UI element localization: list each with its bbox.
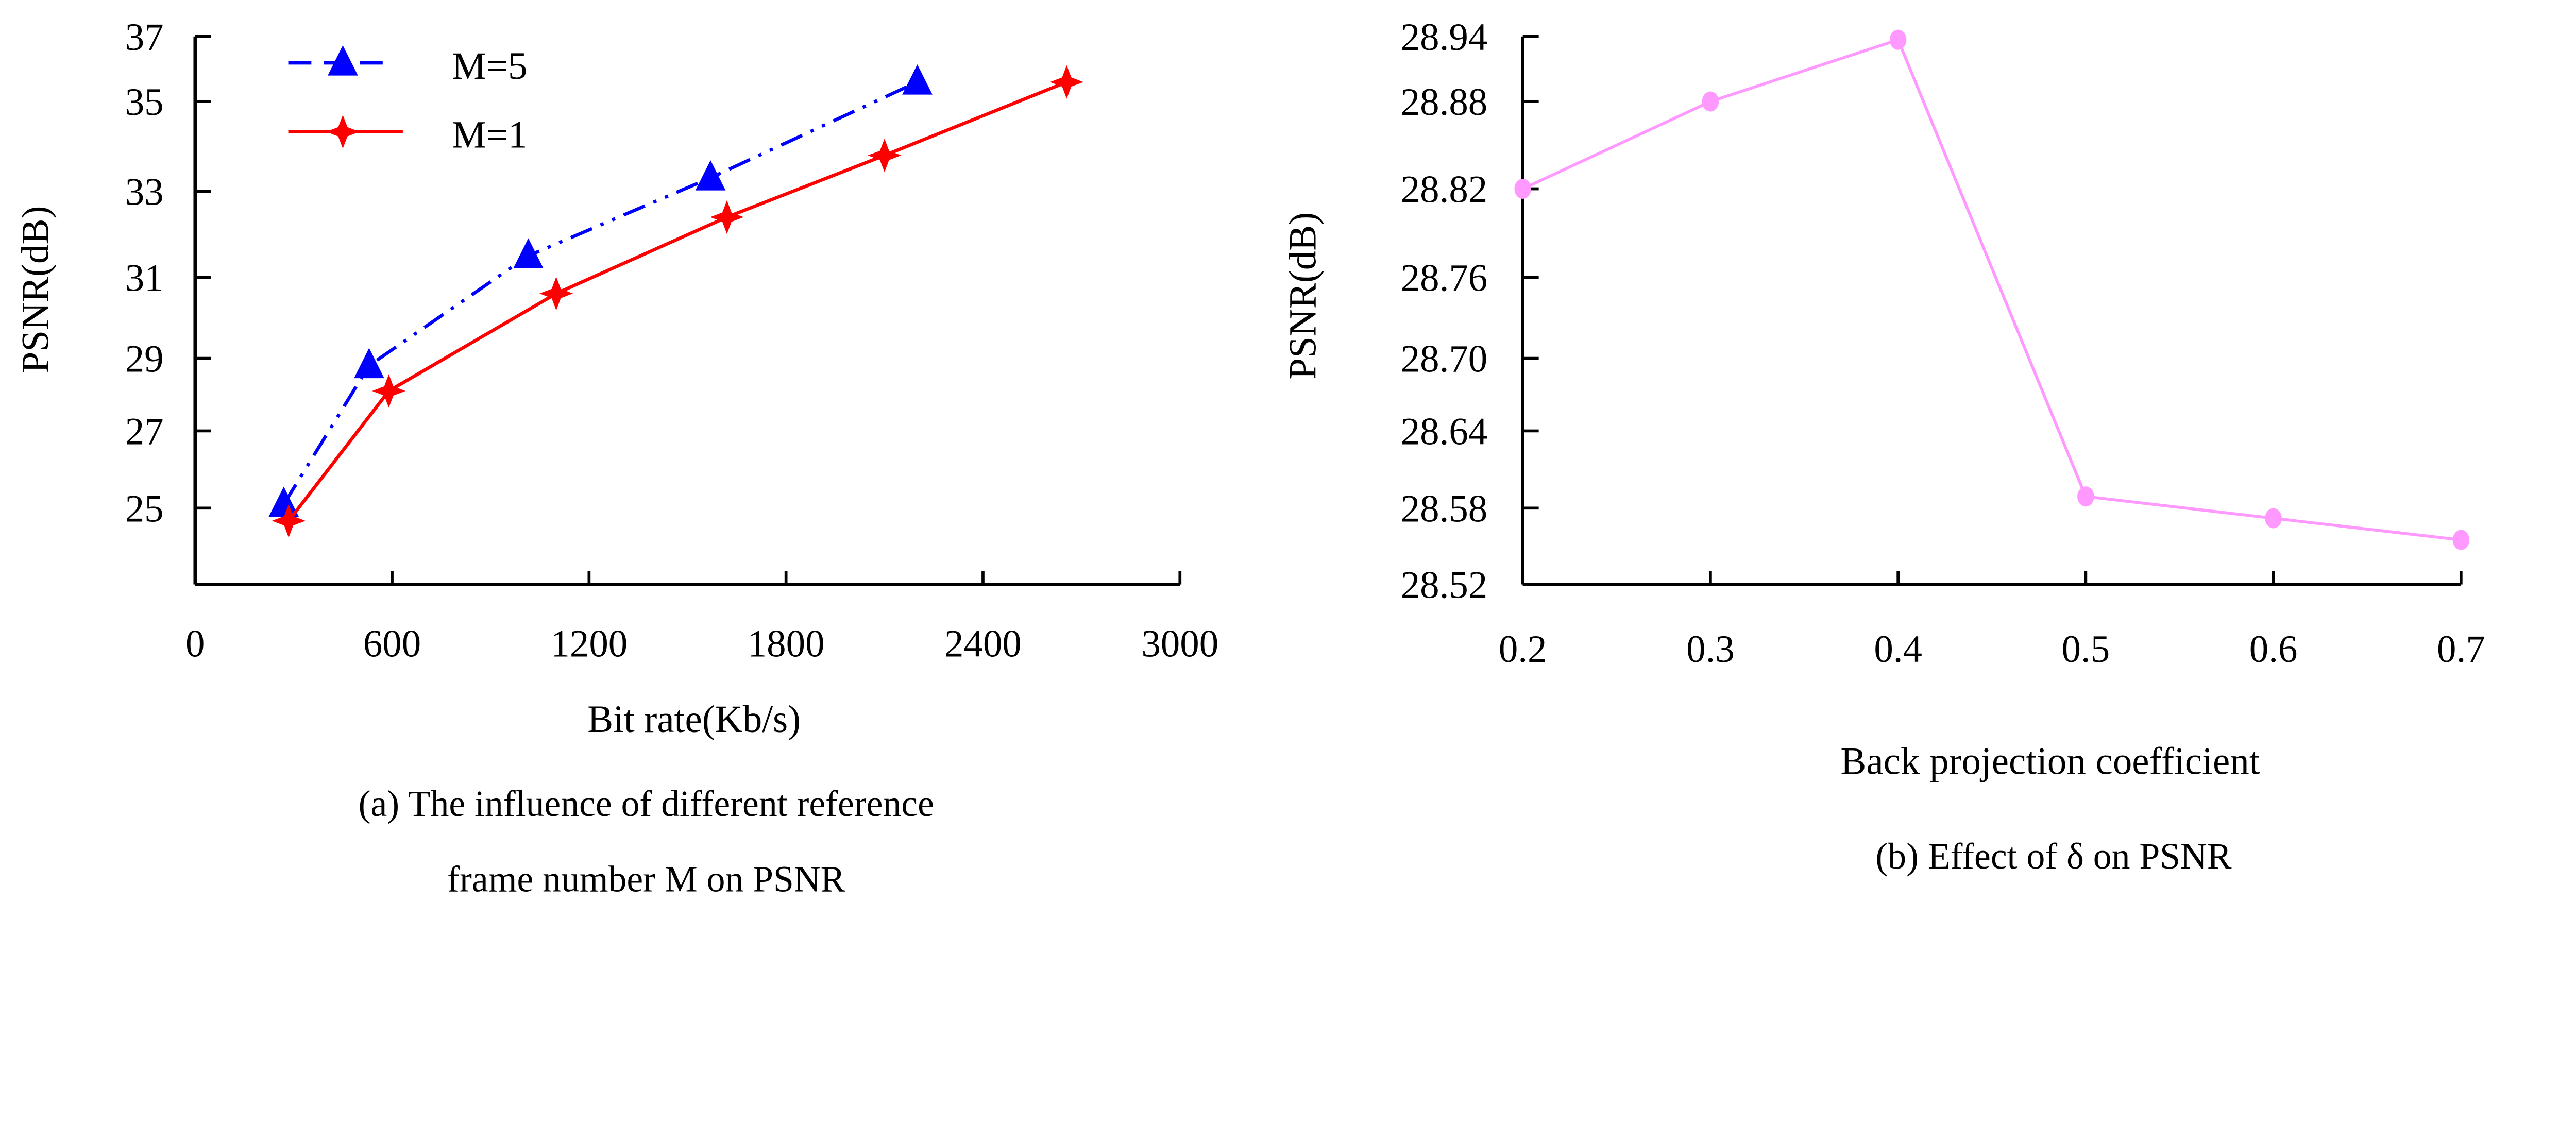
y-tick-label: 25	[125, 487, 164, 530]
series-line	[1522, 38, 2462, 541]
y-tick-label: 35	[125, 81, 164, 124]
legend-item: M=1	[288, 114, 528, 157]
x-tick-label: 0.7	[2437, 628, 2485, 671]
data-point	[1514, 178, 1531, 199]
legend-marker	[326, 115, 360, 149]
x-tick-label: 3000	[1141, 623, 1218, 666]
series-psnr	[1514, 29, 2470, 550]
x-tick-label: 1800	[748, 623, 825, 666]
y-tick-label: 28.64	[1401, 411, 1488, 453]
y-tick-label: 28.94	[1401, 16, 1488, 59]
x-tick-label: 0.3	[1686, 628, 1735, 671]
chart-b: 28.94 28.88 28.82 28.76 28.70 28.64 28.58 28.52…	[1281, 16, 2485, 877]
x-tick-label: 600	[363, 623, 421, 666]
data-point	[513, 238, 544, 269]
y-tick-label: 27	[125, 411, 164, 453]
data-point	[2452, 530, 2470, 550]
data-point	[695, 160, 726, 191]
y-tick-label: 29	[125, 338, 164, 381]
data-point	[1889, 29, 1907, 50]
legend-marker	[328, 45, 358, 76]
y-tick-label: 31	[125, 257, 164, 299]
data-point	[2265, 508, 2282, 529]
series-m-1	[272, 65, 1084, 538]
data-point	[868, 139, 902, 173]
data-point	[372, 374, 406, 408]
y-axis-title: PSNR(dB)	[14, 206, 57, 373]
data-point	[2077, 486, 2094, 507]
y-tick-label: 37	[125, 16, 164, 59]
x-tick-label: 0.6	[2249, 628, 2298, 671]
chart-a: 37 35 33 31 29 27 25 0 600 1200 1800 2400 3000 Bit ra…	[14, 16, 1219, 900]
data-point	[272, 504, 306, 538]
series-line	[282, 80, 918, 505]
y-tick-label: 28.82	[1401, 168, 1488, 211]
axes: 28.94 28.88 28.82 28.76 28.70 28.64 28.58 28.52…	[1401, 16, 2485, 671]
figure: 37 35 33 31 29 27 25 0 600 1200 1800 2400 3000 Bit ra…	[14, 16, 2485, 900]
x-tick-label: 0.4	[1874, 628, 1922, 671]
series-line	[287, 80, 1067, 522]
data-point	[1049, 65, 1084, 99]
caption: frame number M on PSNR	[447, 859, 845, 900]
data-point	[354, 348, 384, 379]
legend-item: M=5	[288, 45, 528, 88]
legend-label: M=5	[452, 45, 527, 88]
x-tick-label: 0.5	[2062, 628, 2110, 671]
caption: (b) Effect of δ on PSNR	[1875, 836, 2231, 877]
caption: (a) The influence of different reference	[359, 783, 934, 824]
x-tick-label: 0	[185, 623, 205, 666]
data-point	[902, 64, 933, 95]
data-point	[1702, 91, 1719, 112]
legend: M=5 M=1	[288, 45, 528, 157]
x-axis-title: Back projection coefficient	[1840, 740, 2260, 783]
y-tick-label: 28.58	[1401, 487, 1488, 530]
y-tick-label: 33	[125, 171, 164, 213]
y-tick-label: 28.88	[1401, 81, 1488, 124]
data-point	[710, 200, 744, 234]
y-tick-label: 28.52	[1401, 564, 1488, 607]
axes: 37 35 33 31 29 27 25 0 600 1200 1800 2400 3000	[125, 16, 1218, 666]
legend-label: M=1	[452, 114, 527, 157]
x-tick-label: 0.2	[1499, 628, 1547, 671]
x-tick-label: 1200	[550, 623, 628, 666]
data-point	[268, 486, 299, 517]
series-m-5	[268, 64, 933, 517]
y-axis-title: PSNR(dB)	[1281, 212, 1324, 380]
y-tick-label: 28.76	[1401, 257, 1488, 299]
x-axis-title: Bit rate(Kb/s)	[587, 698, 801, 741]
data-point	[539, 277, 573, 311]
x-tick-label: 2400	[944, 623, 1022, 666]
y-tick-label: 28.70	[1401, 338, 1488, 381]
